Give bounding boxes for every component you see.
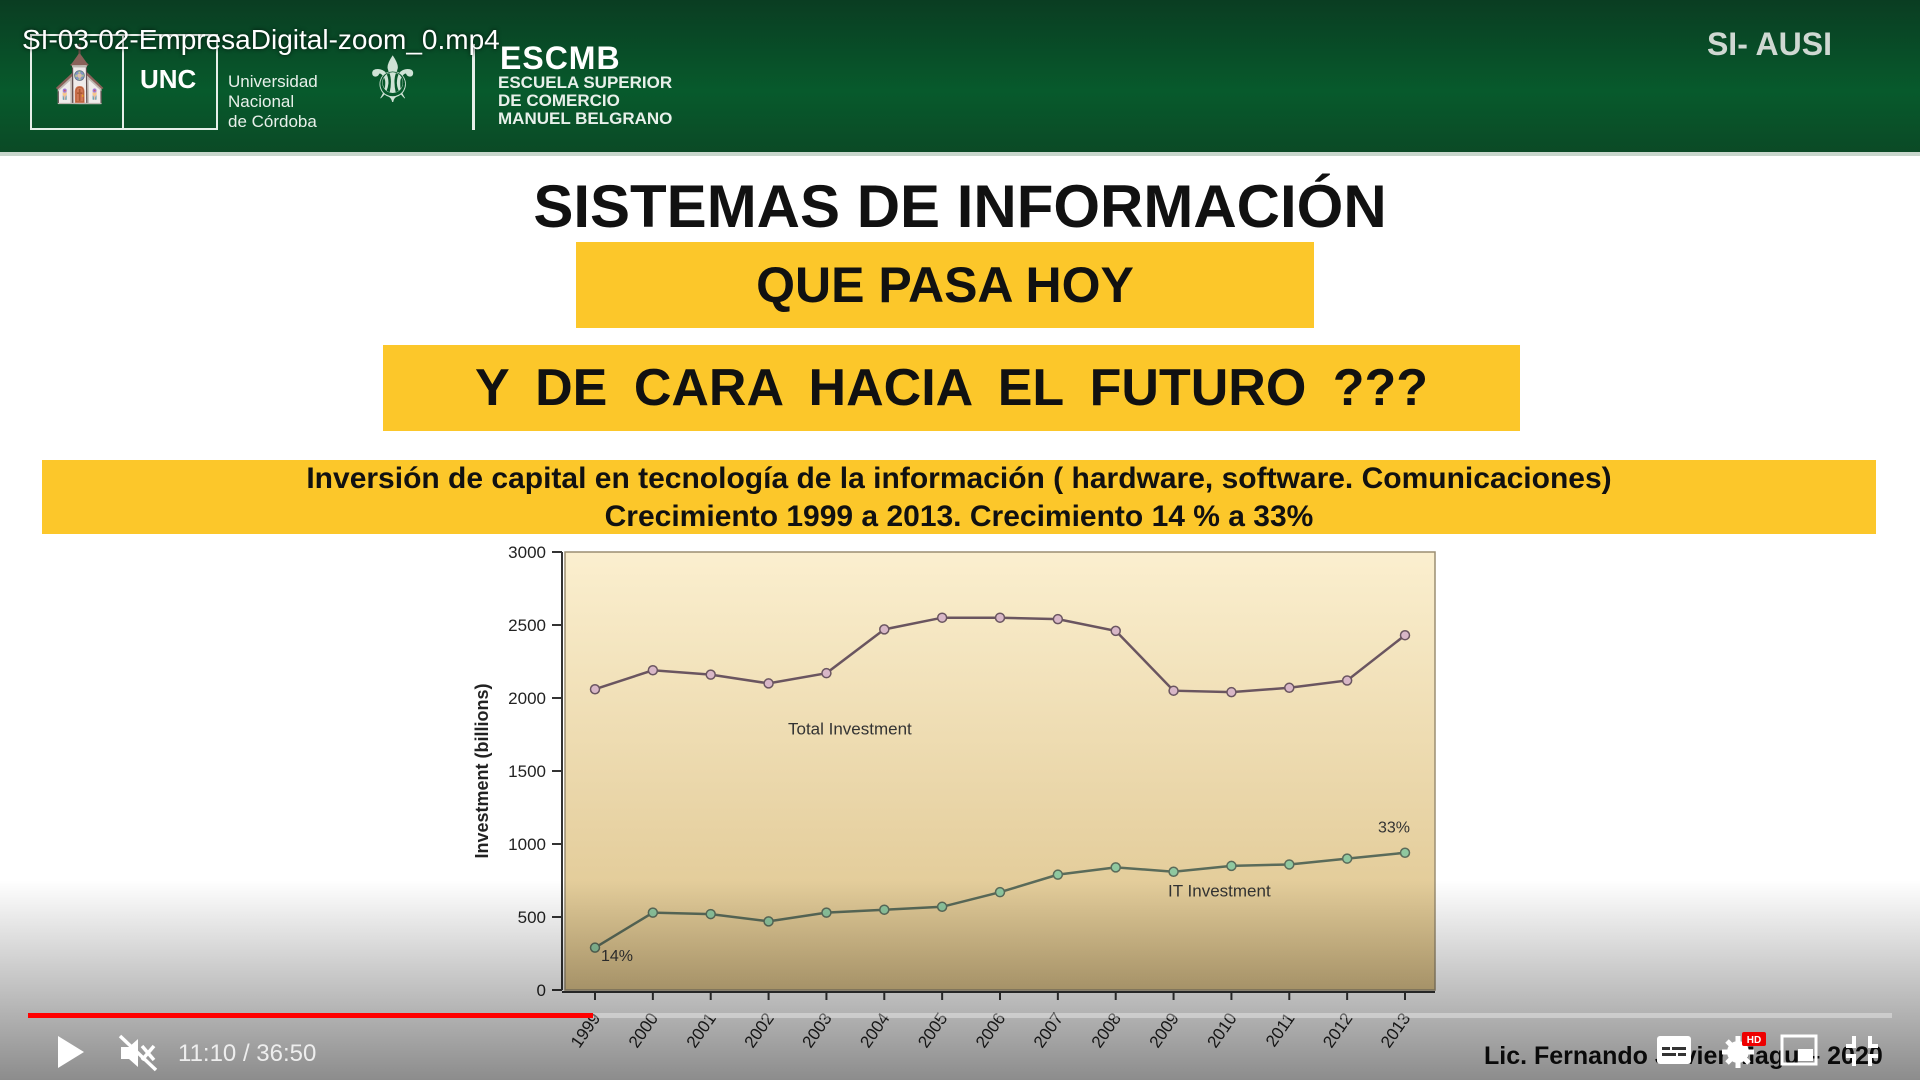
y-axis-label: Investment (billions) <box>472 683 492 858</box>
data-point <box>705 669 716 680</box>
video-title: SI-03-02-EmpresaDigital-zoom_0.mp4 <box>22 24 500 55</box>
y-tick-label: 3000 <box>508 543 546 562</box>
data-point <box>763 916 774 927</box>
miniplayer-icon <box>1780 1034 1818 1066</box>
data-point <box>1341 853 1353 864</box>
data-point <box>1168 866 1179 877</box>
time-separator: / <box>242 1040 250 1067</box>
data-point <box>994 886 1006 898</box>
player-controls: 11:10 / 36:50 HD <box>0 1026 1920 1080</box>
y-tick-label: 2500 <box>508 616 546 635</box>
y-tick-label: 2000 <box>508 689 546 708</box>
data-point <box>821 667 832 679</box>
data-point <box>879 904 890 915</box>
data-point <box>1399 847 1411 859</box>
data-point <box>763 678 774 689</box>
time-display: 11:10 / 36:50 <box>178 1040 316 1068</box>
subtitle-box-3-line-1: Inversión de capital en tecnología de la… <box>306 462 1612 495</box>
data-point <box>1052 613 1064 625</box>
annotation-start: 14% <box>601 948 633 965</box>
data-point <box>1110 625 1121 637</box>
data-point <box>1226 860 1237 872</box>
gear-icon: HD <box>1722 1032 1766 1068</box>
progress-bar[interactable] <box>28 1013 1892 1018</box>
data-point <box>1110 862 1121 873</box>
duration: 36:50 <box>256 1040 317 1067</box>
course-code: SI- AUSI <box>1706 26 1832 62</box>
data-point <box>936 901 948 913</box>
hd-badge: HD <box>1747 1035 1761 1046</box>
data-point <box>994 612 1006 623</box>
y-tick-label: 0 <box>537 981 546 1000</box>
data-point <box>1052 869 1064 880</box>
annotation-end: 33% <box>1378 819 1410 836</box>
header-divider <box>472 44 475 130</box>
y-tick-label: 1500 <box>508 762 546 781</box>
data-point <box>879 624 890 635</box>
miniplayer-button[interactable] <box>1780 1034 1818 1071</box>
mute-button[interactable] <box>118 1034 158 1077</box>
escmb-name: ESCUELA SUPERIOR DE COMERCIO MANUEL BELG… <box>498 73 673 128</box>
play-icon <box>58 1036 84 1068</box>
data-point <box>1284 859 1295 870</box>
data-point <box>1226 686 1237 698</box>
subtitle-box-2: Y DE CARA HACIA EL FUTURO ??? <box>383 345 1520 431</box>
slide-title: SISTEMAS DE INFORMACIÓN <box>533 173 1387 240</box>
series-label-total: Total Investment <box>788 720 912 739</box>
slide-header-banner: ⛪ UNC Universidad Nacional de Córdoba ⚜ … <box>0 0 1920 156</box>
subtitle-box-3-line-2: Crecimiento 1999 a 2013. Crecimiento 14 … <box>604 500 1314 533</box>
muted-speaker-icon <box>118 1034 158 1072</box>
data-point <box>589 942 601 953</box>
data-point <box>1284 682 1295 694</box>
unc-logo-divider <box>122 36 124 128</box>
current-time: 11:10 <box>178 1040 237 1067</box>
data-point <box>705 908 716 920</box>
subtitles-button[interactable] <box>1656 1034 1692 1071</box>
settings-button[interactable]: HD <box>1722 1032 1766 1075</box>
data-point <box>647 907 659 918</box>
y-tick-label: 1000 <box>508 835 546 854</box>
data-point <box>1341 675 1353 686</box>
exit-fullscreen-button[interactable] <box>1844 1034 1880 1073</box>
subtitle-box-3: Inversión de capital en tecnología de la… <box>42 460 1876 534</box>
exit-fullscreen-icon <box>1846 1036 1878 1066</box>
y-tick-label: 500 <box>518 908 546 927</box>
data-point <box>1168 685 1179 696</box>
subtitle-box-1: QUE PASA HOY <box>576 242 1314 328</box>
data-point <box>936 612 948 623</box>
unc-name: Universidad Nacional de Córdoba <box>228 72 318 131</box>
series-label-it: IT Investment <box>1168 882 1271 901</box>
subtitles-icon <box>1657 1036 1691 1064</box>
escmb-crest-icon: ⚜ <box>364 44 422 116</box>
data-point <box>589 683 601 695</box>
progress-played <box>28 1013 593 1018</box>
data-point <box>647 665 659 676</box>
data-point <box>821 907 832 918</box>
play-button[interactable] <box>52 1032 88 1077</box>
escmb-label: ESCMB <box>500 40 621 76</box>
unc-crest-icon: ⛪ <box>46 45 114 105</box>
data-point <box>1399 629 1411 641</box>
unc-label: UNC <box>140 64 197 94</box>
unc-logo-box: ⛪ <box>30 34 218 130</box>
